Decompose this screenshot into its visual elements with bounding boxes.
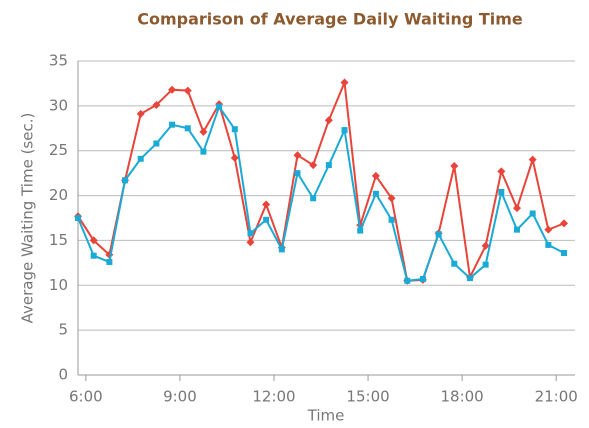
point bbox=[90, 252, 97, 259]
point bbox=[545, 241, 552, 248]
y-tick-label: 15 bbox=[49, 231, 68, 249]
point bbox=[183, 86, 192, 95]
point bbox=[106, 258, 113, 265]
x-tick-label: 12:00 bbox=[252, 388, 295, 406]
point bbox=[309, 161, 318, 170]
point bbox=[451, 260, 458, 267]
point bbox=[341, 127, 348, 134]
point bbox=[247, 230, 254, 237]
point bbox=[340, 78, 349, 87]
point bbox=[466, 275, 473, 282]
point bbox=[497, 167, 506, 176]
point bbox=[324, 116, 333, 125]
point bbox=[231, 126, 238, 133]
y-tick-label: 20 bbox=[49, 186, 68, 204]
point bbox=[513, 226, 520, 233]
x-tick-label: 6:00 bbox=[69, 388, 103, 406]
point bbox=[561, 249, 568, 256]
point bbox=[560, 219, 569, 228]
x-tick-label: 15:00 bbox=[346, 388, 389, 406]
point bbox=[294, 170, 301, 177]
point bbox=[293, 151, 302, 160]
point bbox=[75, 215, 81, 221]
point bbox=[199, 127, 208, 136]
point bbox=[262, 200, 271, 209]
y-tick-label: 35 bbox=[49, 52, 68, 70]
point bbox=[387, 194, 396, 203]
point bbox=[184, 125, 191, 132]
point bbox=[435, 231, 442, 238]
y-axis-label: Average Waiting Time (sec.) bbox=[19, 113, 37, 324]
x-tick-label: 9:00 bbox=[163, 388, 197, 406]
point bbox=[278, 246, 285, 253]
point bbox=[481, 241, 490, 250]
series-line bbox=[77, 82, 565, 282]
point bbox=[263, 216, 270, 223]
point bbox=[137, 155, 144, 162]
y-tick-label: 0 bbox=[58, 366, 68, 384]
point bbox=[122, 177, 129, 184]
y-tick-label: 25 bbox=[49, 141, 68, 159]
point bbox=[230, 153, 239, 162]
point bbox=[216, 103, 223, 110]
point bbox=[200, 148, 207, 155]
point bbox=[498, 188, 505, 195]
point bbox=[246, 238, 255, 247]
point bbox=[482, 261, 489, 268]
point bbox=[372, 190, 379, 197]
series-line bbox=[77, 104, 565, 282]
point bbox=[544, 225, 553, 234]
point bbox=[528, 155, 537, 164]
point bbox=[169, 121, 176, 128]
point bbox=[371, 171, 380, 180]
point bbox=[153, 140, 160, 147]
y-tick-label: 30 bbox=[49, 96, 68, 114]
point bbox=[310, 195, 317, 202]
point bbox=[136, 109, 145, 118]
point bbox=[404, 277, 411, 284]
point bbox=[168, 85, 177, 94]
x-tick-label: 18:00 bbox=[440, 388, 483, 406]
point bbox=[419, 276, 426, 283]
point bbox=[89, 236, 98, 245]
point bbox=[450, 161, 459, 170]
point bbox=[357, 227, 364, 234]
y-tick-label: 5 bbox=[58, 321, 68, 339]
point bbox=[152, 100, 161, 109]
point bbox=[512, 204, 521, 213]
x-axis-label: Time bbox=[307, 407, 345, 425]
point bbox=[529, 210, 536, 217]
point bbox=[325, 162, 332, 169]
chart-title: Comparison of Average Daily Waiting Time bbox=[137, 10, 523, 29]
y-tick-label: 10 bbox=[49, 276, 68, 294]
point bbox=[388, 216, 395, 223]
x-tick-label: 21:00 bbox=[535, 388, 578, 406]
